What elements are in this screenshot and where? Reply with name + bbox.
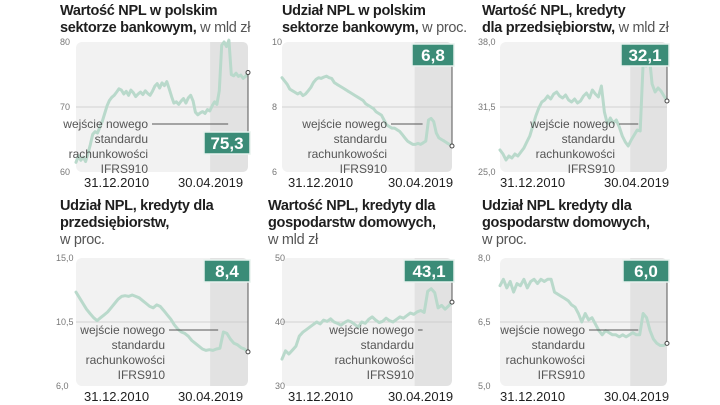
last-value-box xyxy=(622,259,670,283)
end-point-marker xyxy=(245,349,251,355)
last-value-label: 75,3 xyxy=(210,134,243,153)
annotation-text: wejście nowego xyxy=(499,323,585,337)
x-tick-label-start: 31.12.2010 xyxy=(84,175,149,190)
last-value-label: 43,1 xyxy=(412,262,445,281)
y-tick-label: 5,0 xyxy=(478,381,491,391)
annotation-text: wejście nowego xyxy=(79,323,165,337)
chart-title: Wartość NPL w polskim sektorze bankowym,… xyxy=(60,3,251,36)
series-line xyxy=(280,287,454,361)
last-value-box xyxy=(411,43,455,67)
series-line xyxy=(280,74,454,148)
annotation-text: rachunkowości xyxy=(536,147,615,161)
annotation-text: standardu xyxy=(562,132,615,146)
annotation-text: wejście nowego xyxy=(328,323,414,337)
last-value-box xyxy=(620,43,670,67)
annotation-text: rachunkowości xyxy=(86,353,165,367)
last-value-label: 6,8 xyxy=(421,46,445,65)
x-tick-label-start: 31.12.2010 xyxy=(288,175,353,190)
annotation-text: standardu xyxy=(95,132,148,146)
y-tick-label: 70 xyxy=(60,102,70,112)
chart-unit: w proc. xyxy=(482,232,527,248)
last-value-box xyxy=(203,259,251,283)
last-value-box xyxy=(203,131,251,155)
y-tick-label: 8,0 xyxy=(478,253,491,263)
series-line xyxy=(498,52,669,162)
chart-unit: w mld zł xyxy=(618,20,669,36)
annotation-text: standardu xyxy=(334,132,387,146)
annotation-text: rachunkowości xyxy=(69,147,148,161)
annotation-text: rachunkowości xyxy=(308,147,387,161)
annotation-text: standardu xyxy=(532,338,585,352)
y-tick-label: 10 xyxy=(272,37,282,47)
chart-title: Wartość NPL, kredyty dla gospodarstw dom… xyxy=(268,198,436,248)
chart-unit: w proc. xyxy=(60,232,105,248)
chart-unit: w mld zł xyxy=(200,20,251,36)
y-tick-label: 80 xyxy=(60,37,70,47)
chart-title: Udział NPL kredyty dla gospodarstw domow… xyxy=(482,198,650,248)
series-line xyxy=(498,277,669,347)
last-value-box xyxy=(403,259,455,283)
x-tick-label-start: 31.12.2010 xyxy=(500,175,565,190)
last-value-label: 32,1 xyxy=(628,46,661,65)
y-tick-label: 40 xyxy=(275,317,285,327)
y-tick-label: 60 xyxy=(60,167,70,177)
annotation-text: standardu xyxy=(112,338,165,352)
annotation-text: IFRS910 xyxy=(538,368,586,382)
x-tick-label-end: 30.04.2019 xyxy=(604,389,669,404)
annotation-text: IFRS910 xyxy=(118,368,166,382)
annotation-text: standardu xyxy=(361,338,414,352)
x-tick-label-end: 30.04.2019 xyxy=(388,175,453,190)
annotation-text: wejście nowego xyxy=(301,117,387,131)
y-tick-label: 8 xyxy=(272,102,277,112)
y-tick-label: 25,0 xyxy=(478,167,496,177)
x-tick-label-end: 30.04.2019 xyxy=(604,175,669,190)
chart-unit: w mld zł xyxy=(268,232,318,248)
annotation-text: IFRS910 xyxy=(367,368,415,382)
end-point-marker xyxy=(449,299,455,305)
x-tick-label-start: 31.12.2010 xyxy=(288,389,353,404)
annotation-text: rachunkowości xyxy=(335,353,414,367)
y-tick-label: 30 xyxy=(275,381,285,391)
x-tick-label-end: 30.04.2019 xyxy=(178,389,243,404)
x-tick-label-start: 31.12.2010 xyxy=(500,389,565,404)
x-tick-label-end: 30.04.2019 xyxy=(178,175,243,190)
y-tick-label: 50 xyxy=(275,253,285,263)
annotation-text: IFRS910 xyxy=(101,162,149,176)
end-point-marker xyxy=(449,143,455,149)
x-tick-label-end: 30.04.2019 xyxy=(388,389,453,404)
last-value-label: 8,4 xyxy=(215,262,239,281)
end-point-marker xyxy=(664,98,670,104)
y-tick-label: 10,5 xyxy=(56,317,74,327)
end-point-marker xyxy=(664,340,670,346)
last-value-label: 6,0 xyxy=(634,262,658,281)
annotation-text: wejście nowego xyxy=(529,117,615,131)
y-tick-label: 38,0 xyxy=(478,37,496,47)
annotation-text: rachunkowości xyxy=(506,353,585,367)
y-tick-label: 6,0 xyxy=(56,381,69,391)
annotation-text: IFRS910 xyxy=(568,162,616,176)
y-tick-label: 6 xyxy=(272,167,277,177)
x-tick-label-start: 31.12.2010 xyxy=(84,389,149,404)
chart-title: Udział NPL, kredyty dla przedsiębiorstw,… xyxy=(60,198,214,248)
series-line xyxy=(74,290,250,354)
chart-title: Udział NPL w polskim sektorze bankowym, … xyxy=(282,3,467,36)
annotation-text: IFRS910 xyxy=(340,162,388,176)
series-line xyxy=(74,38,250,164)
chart-title: Wartość NPL, kredyty dla przedsiębiorstw… xyxy=(482,3,669,36)
y-tick-label: 6,5 xyxy=(478,317,491,327)
annotation-text: wejście nowego xyxy=(62,117,148,131)
y-tick-label: 15,0 xyxy=(56,253,74,263)
y-tick-label: 31,5 xyxy=(478,102,496,112)
end-point-marker xyxy=(245,70,251,76)
chart-unit: w proc. xyxy=(422,20,467,36)
